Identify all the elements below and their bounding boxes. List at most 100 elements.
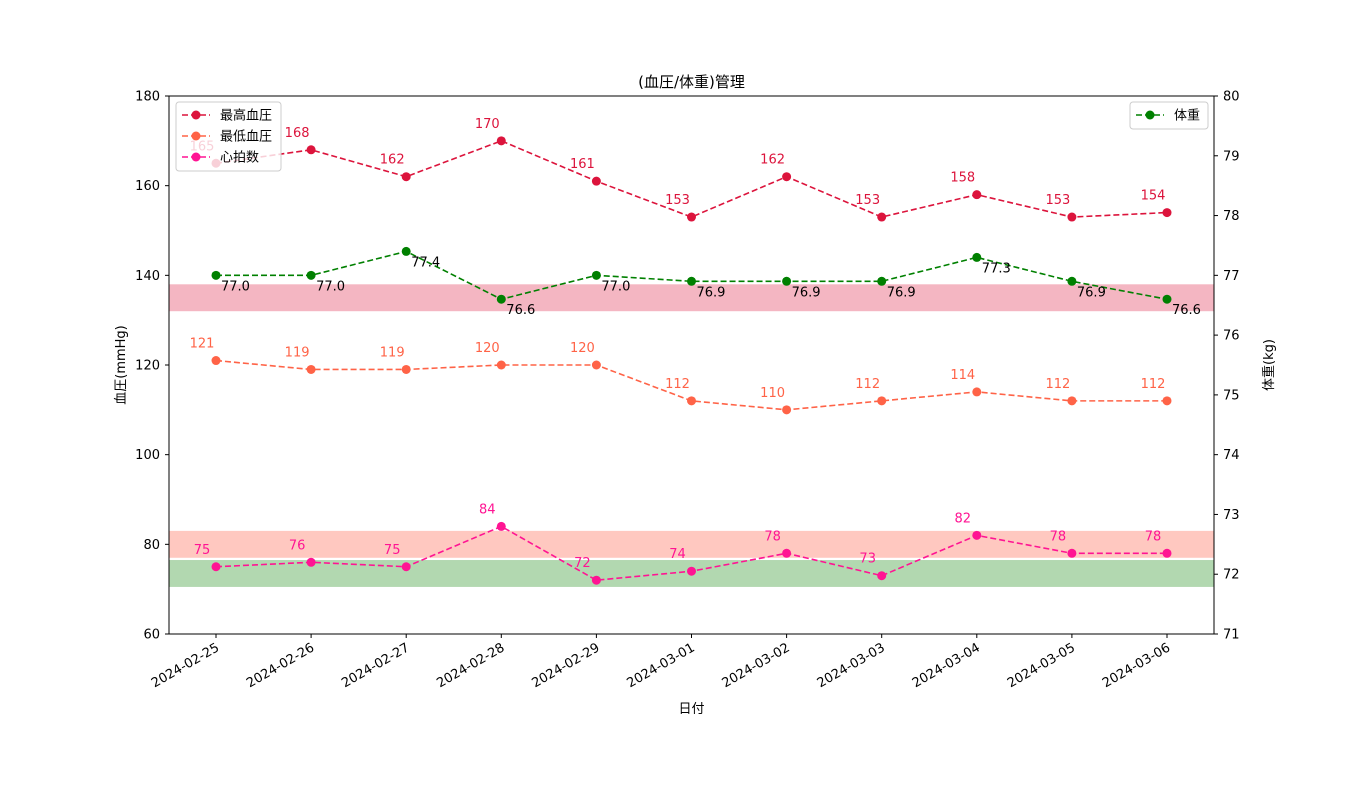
data-point xyxy=(496,136,506,146)
data-label: 77.4 xyxy=(411,255,440,270)
data-label: 170 xyxy=(475,117,500,132)
data-point xyxy=(401,364,411,374)
legend-frame xyxy=(1129,101,1209,130)
data-point xyxy=(211,270,221,280)
data-label: 158 xyxy=(950,171,975,186)
y-right-tick-label: 79 xyxy=(1223,149,1240,164)
data-label: 72 xyxy=(574,556,591,571)
data-label: 77.0 xyxy=(221,279,250,294)
data-label: 78 xyxy=(764,529,781,544)
data-point xyxy=(687,396,696,406)
y-left-tick-label: 180 xyxy=(135,90,160,105)
data-point xyxy=(211,356,221,366)
legend-item: 最高血圧 xyxy=(182,108,272,124)
data-point xyxy=(401,562,411,572)
data-label: 75 xyxy=(384,543,401,558)
series-3: 75 76 75 84 72 74 78 73 82 78 78 xyxy=(194,502,1172,585)
data-label: 112 xyxy=(855,377,880,392)
legend-marker xyxy=(1145,110,1155,120)
x-tick-label: 2024-03-02 xyxy=(720,640,793,691)
series-line xyxy=(216,250,1168,301)
data-point xyxy=(401,246,411,256)
data-label: 120 xyxy=(570,341,595,356)
legend-marker xyxy=(191,152,201,162)
y-right-tick-label: 71 xyxy=(1223,628,1240,643)
data-label: 110 xyxy=(760,386,785,401)
data-label: 119 xyxy=(285,345,310,360)
data-point xyxy=(687,566,696,576)
data-label: 78 xyxy=(1145,529,1162,544)
data-label: 77.3 xyxy=(982,261,1011,276)
x-tick-label: 2024-03-05 xyxy=(1005,640,1078,691)
y-left-tick-label: 160 xyxy=(135,179,160,194)
data-point xyxy=(591,270,601,280)
data-label: 76.9 xyxy=(887,285,916,300)
y-right-tick-label: 80 xyxy=(1223,90,1240,105)
data-label: 112 xyxy=(1141,377,1166,392)
y-left-tick-label: 80 xyxy=(143,538,160,553)
data-point xyxy=(1067,396,1077,406)
series-line xyxy=(215,139,1168,218)
data-label: 77.0 xyxy=(316,279,345,294)
legend-label: 最高血圧 xyxy=(220,108,272,124)
data-point xyxy=(591,176,601,186)
y-right-tick-label: 78 xyxy=(1223,209,1240,224)
data-label: 74 xyxy=(669,547,686,562)
data-label: 162 xyxy=(380,153,405,168)
reference-band-1 xyxy=(169,284,1214,312)
data-point xyxy=(211,562,221,572)
data-point xyxy=(591,360,601,370)
data-point xyxy=(972,530,982,540)
data-point xyxy=(1162,396,1172,406)
y-right-tick-label: 73 xyxy=(1223,508,1240,523)
y-axis-right: 71 72 73 74 75 76 77 78 79 80 xyxy=(1214,90,1240,643)
data-label: 76.9 xyxy=(792,285,821,300)
data-point xyxy=(782,172,792,182)
x-tick-label: 2024-03-01 xyxy=(625,640,698,691)
legend-label: 心拍数 xyxy=(220,151,259,166)
legend-label: 最低血圧 xyxy=(220,130,272,145)
y-right-tick-label: 72 xyxy=(1223,568,1240,583)
data-label: 73 xyxy=(859,552,876,567)
data-point xyxy=(306,145,316,155)
data-label: 112 xyxy=(665,377,690,392)
data-label: 82 xyxy=(955,511,972,526)
data-point xyxy=(972,190,982,200)
reference-band-2 xyxy=(169,530,1214,558)
y-axis-right-title: 体重(kg) xyxy=(1261,339,1277,391)
data-point xyxy=(1162,548,1172,558)
data-label: 154 xyxy=(1141,189,1166,204)
y-right-tick-label: 74 xyxy=(1223,448,1240,463)
x-axis: 2024-02-25 2024-02-26 2024-02-27 2024-02-28… xyxy=(149,634,1173,691)
legend-frame xyxy=(175,101,282,172)
data-label: 120 xyxy=(475,341,500,356)
data-label: 76 xyxy=(289,538,306,553)
data-point xyxy=(1162,294,1172,304)
y-right-tick-label: 77 xyxy=(1223,269,1240,284)
data-point xyxy=(496,294,506,304)
data-label: 78 xyxy=(1050,529,1067,544)
series-layer: 1651681621701611531621531581531541211191… xyxy=(190,117,1201,585)
data-point xyxy=(782,405,792,415)
y-left-tick-label: 140 xyxy=(135,269,160,284)
y-left-tick-label: 120 xyxy=(135,359,160,374)
x-tick-label: 2024-02-29 xyxy=(529,640,602,691)
data-label: 168 xyxy=(285,126,310,141)
data-label: 161 xyxy=(570,157,595,172)
x-tick-label: 2024-03-06 xyxy=(1100,640,1173,691)
data-point xyxy=(877,571,887,581)
data-label: 76.9 xyxy=(697,285,726,300)
data-label: 162 xyxy=(760,153,785,168)
x-tick-label: 2024-03-04 xyxy=(910,640,983,691)
chart-title: (血圧/体重)管理 xyxy=(638,73,745,91)
data-point xyxy=(1067,212,1077,222)
y-left-tick-label: 100 xyxy=(135,448,160,463)
series-1: 165168162170161153162153158153154 xyxy=(190,117,1172,222)
legend-item: 体重 xyxy=(1136,108,1200,124)
x-tick-label: 2024-03-03 xyxy=(815,640,888,691)
data-point xyxy=(782,548,792,558)
x-tick-label: 2024-02-28 xyxy=(434,640,507,691)
data-point xyxy=(972,252,982,262)
